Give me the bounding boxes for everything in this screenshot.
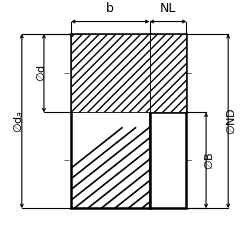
Bar: [150, 112, 186, 208]
Text: $\emptyset$B: $\emptyset$B: [203, 151, 215, 170]
Text: $\emptyset$d$_a$: $\emptyset$d$_a$: [12, 110, 26, 132]
Text: $\emptyset$d: $\emptyset$d: [35, 64, 47, 82]
Text: b: b: [106, 2, 114, 16]
Bar: [71, 34, 150, 112]
Bar: [150, 34, 186, 112]
Text: $\emptyset$ND: $\emptyset$ND: [225, 107, 237, 135]
Text: NL: NL: [160, 2, 176, 16]
Bar: [71, 34, 150, 208]
Bar: [150, 34, 186, 112]
